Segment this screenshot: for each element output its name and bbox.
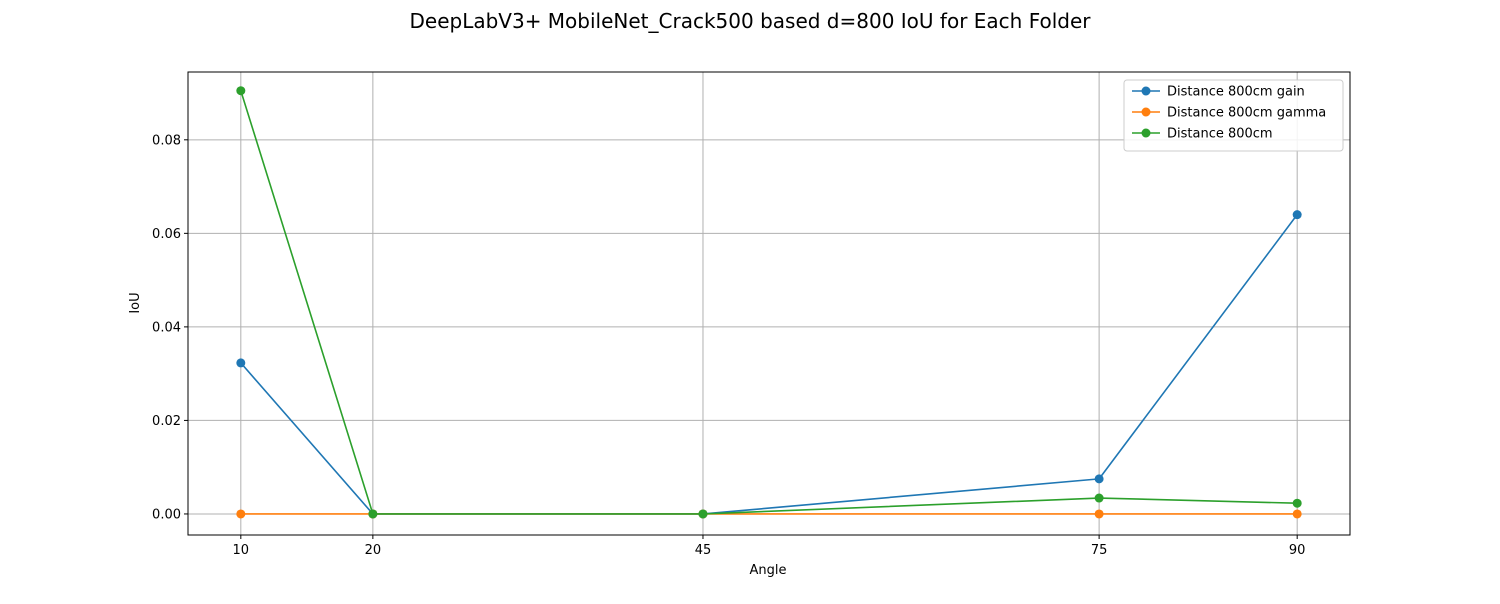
plot-frame (187, 71, 1351, 536)
x-tick-label: 90 (1289, 543, 1306, 558)
x-tick-label: 10 (233, 543, 250, 558)
legend: Distance 800cm gain Distance 800cm gamma D… (1123, 79, 1344, 152)
legend-swatch-marker (1141, 86, 1151, 96)
tick-layer: 10 20 45 75 90 0.00 0.02 0.04 0.06 0.08 (152, 133, 1305, 558)
legend-item: Distance 800cm gamma (1132, 106, 1326, 121)
y-axis-label: IoU (128, 292, 143, 313)
y-tick-label: 0.00 (152, 507, 181, 522)
series-line (240, 214, 1298, 515)
legend-label: Distance 800cm gamma (1167, 106, 1326, 121)
series-line (240, 90, 1298, 515)
series-2 (236, 86, 1302, 519)
y-tick-label: 0.06 (152, 227, 181, 242)
y-tick-label: 0.04 (152, 320, 181, 335)
legend-swatch-marker (1141, 128, 1151, 138)
legend-item: Distance 800cm (1132, 127, 1273, 142)
data-point (698, 509, 708, 519)
data-point (1094, 474, 1104, 484)
data-point (1292, 509, 1302, 519)
data-point (368, 509, 378, 519)
legend-label: Distance 800cm gain (1167, 85, 1305, 100)
y-tick-label: 0.08 (152, 133, 181, 148)
data-point (236, 358, 246, 368)
series-layer (236, 86, 1302, 519)
series-0 (236, 210, 1302, 519)
chart-title: DeepLabV3+ MobileNet_Crack500 based d=80… (409, 9, 1091, 33)
data-point (236, 86, 246, 96)
legend-label: Distance 800cm (1167, 127, 1273, 142)
data-point (1094, 493, 1104, 503)
data-point (1292, 210, 1302, 220)
data-point (1094, 509, 1104, 519)
legend-box (1123, 79, 1344, 152)
data-point (236, 509, 246, 519)
legend-swatch-marker (1141, 107, 1151, 117)
legend-item: Distance 800cm gain (1132, 85, 1305, 100)
x-tick-label: 75 (1091, 543, 1108, 558)
data-point (1292, 498, 1302, 508)
x-axis-label: Angle (750, 563, 787, 578)
y-tick-label: 0.02 (152, 414, 181, 429)
x-tick-label: 20 (365, 543, 382, 558)
x-tick-label: 45 (695, 543, 712, 558)
